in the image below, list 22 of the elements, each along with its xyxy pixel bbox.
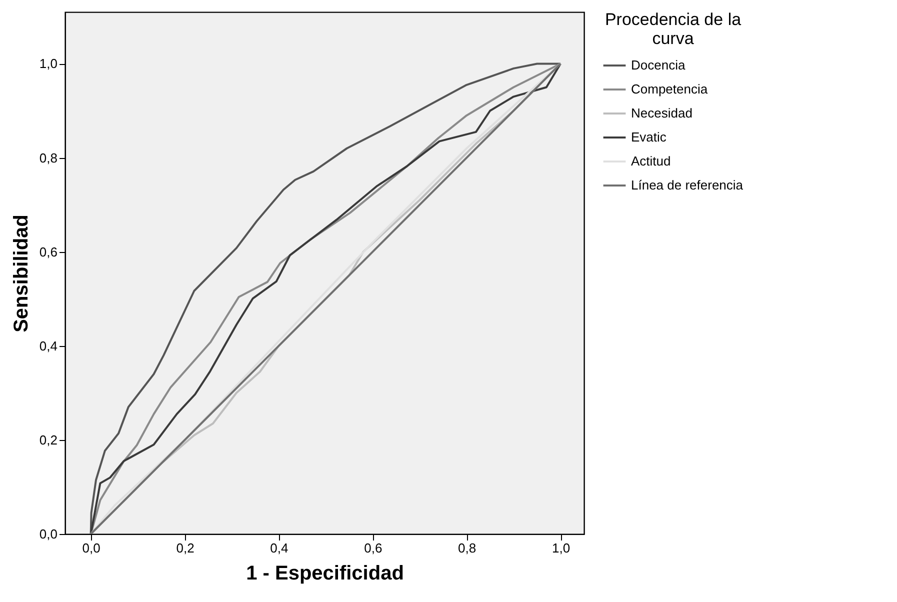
x-tick-label: 1,0 — [552, 540, 570, 556]
legend-title: Procedencia de la curva — [604, 10, 742, 48]
x-tick-label: 0,4 — [270, 540, 288, 556]
y-tick-label: 0,4 — [39, 338, 58, 354]
x-axis-title: 1 - Especificidad — [246, 562, 404, 584]
line-series — [90, 62, 562, 534]
y-tick-label: 0,6 — [39, 244, 58, 260]
legend-label: Docencia — [631, 58, 686, 72]
legend-label: Evatic — [631, 130, 667, 144]
x-tick-label: 0,2 — [176, 540, 194, 556]
y-tick-label: 0,2 — [39, 432, 58, 448]
x-tick-label: 0,0 — [82, 540, 100, 556]
legend-label: Actitud — [631, 154, 671, 168]
legend-label: Competencia — [631, 82, 708, 96]
x-tick-label: 0,8 — [458, 540, 476, 556]
y-tick-label: 0,0 — [39, 526, 58, 542]
legend-label: Línea de referencia — [631, 178, 744, 192]
y-axis-title: Sensibilidad — [10, 214, 32, 332]
x-tick-label: 0,6 — [364, 540, 382, 556]
y-tick-label: 1,0 — [39, 56, 58, 72]
y-tick-label: 0,8 — [39, 150, 58, 166]
legend-label: Necesidad — [631, 106, 692, 120]
